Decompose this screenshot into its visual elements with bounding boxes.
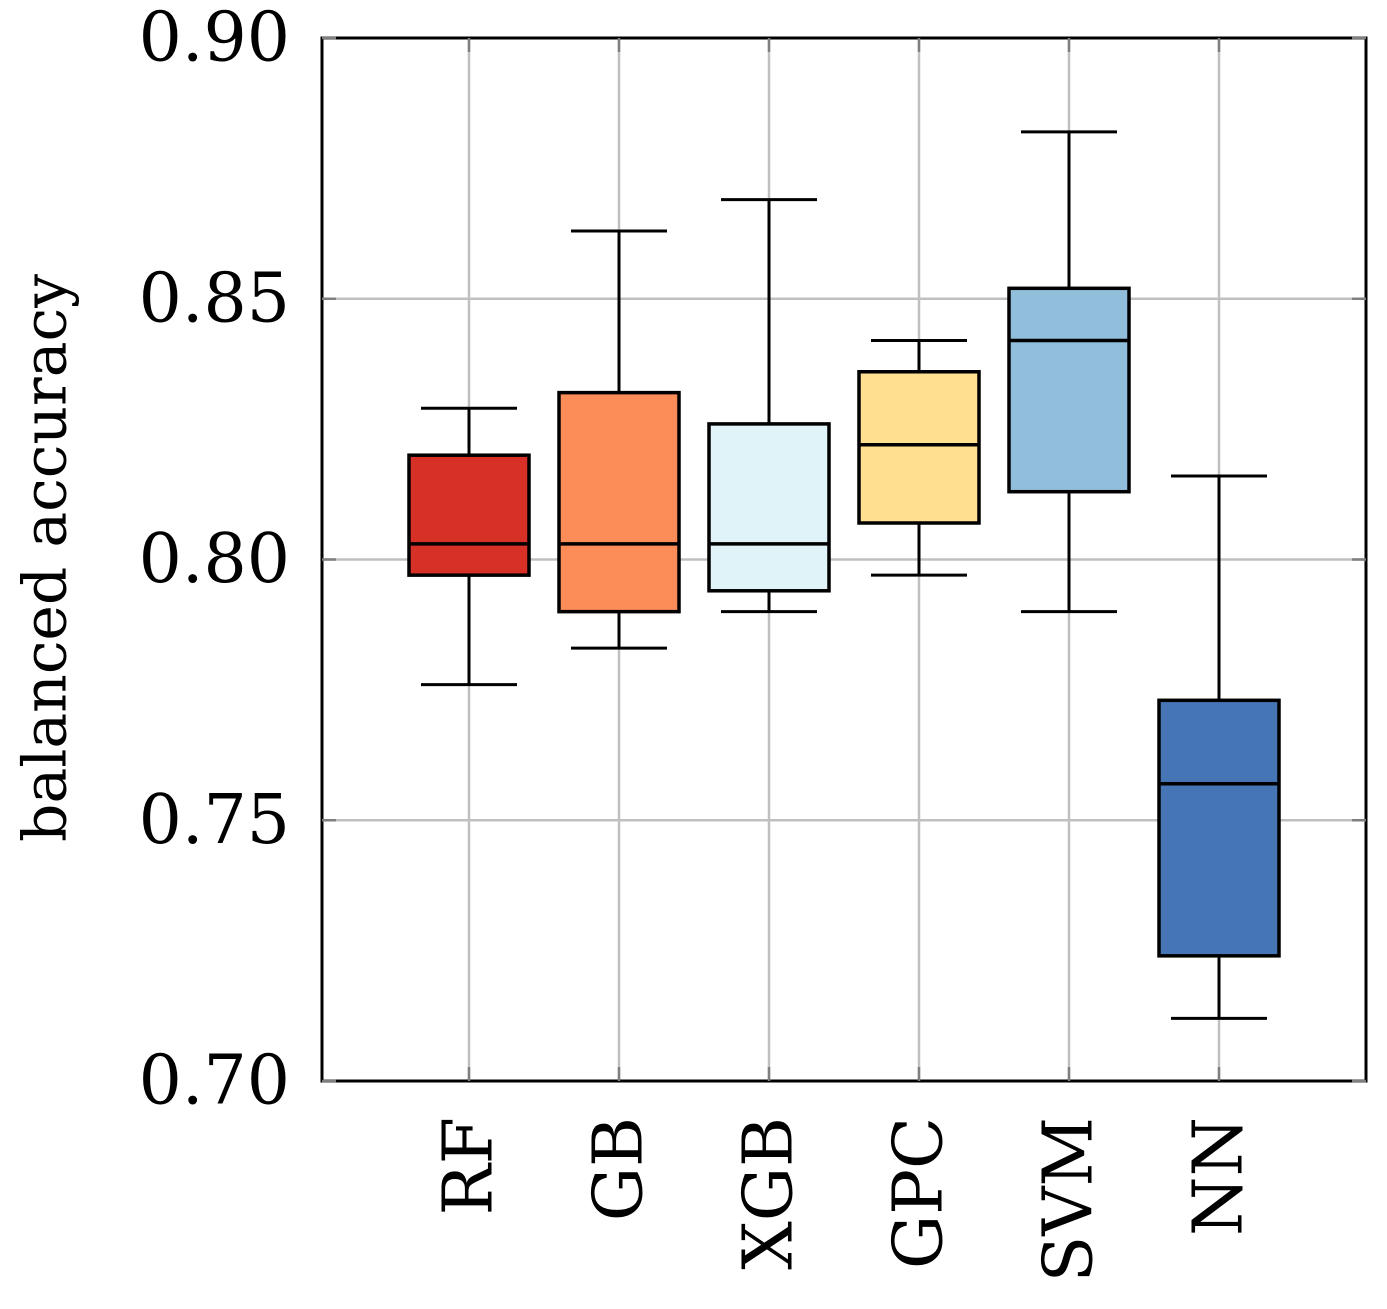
box-body — [557, 390, 681, 614]
x-tick-label: GPC — [880, 1117, 959, 1269]
box-body — [857, 370, 981, 525]
y-axis-ticks: 0.70 0.75 0.80 0.85 0.90 — [139, 0, 1366, 1121]
y-tick-label: 0.85 — [139, 259, 290, 338]
box-xgb — [707, 198, 831, 614]
x-tick-label: GB — [580, 1117, 659, 1221]
box-body — [407, 453, 531, 577]
box-rf — [407, 406, 531, 687]
x-tick-label: RF — [430, 1117, 509, 1215]
box-series — [407, 130, 1281, 1020]
y-tick-label: 0.75 — [139, 781, 290, 860]
box-body — [1007, 286, 1131, 494]
x-tick-label: XGB — [730, 1117, 809, 1270]
box-body — [707, 422, 831, 593]
box-gpc — [857, 338, 981, 577]
x-tick-label: SVM — [1030, 1117, 1109, 1282]
box-svm — [1007, 130, 1131, 614]
box-body — [1157, 698, 1281, 958]
y-tick-label: 0.90 — [139, 0, 290, 78]
x-tick-label: NN — [1180, 1117, 1259, 1236]
y-tick-label: 0.80 — [139, 520, 290, 599]
y-tick-label: 0.70 — [139, 1042, 290, 1121]
y-axis-title: balanced accuracy — [11, 274, 81, 842]
box-gb — [557, 229, 681, 650]
box-nn — [1157, 474, 1281, 1020]
x-axis-ticks: RF GB XGB GPC SVM NN — [430, 38, 1259, 1282]
